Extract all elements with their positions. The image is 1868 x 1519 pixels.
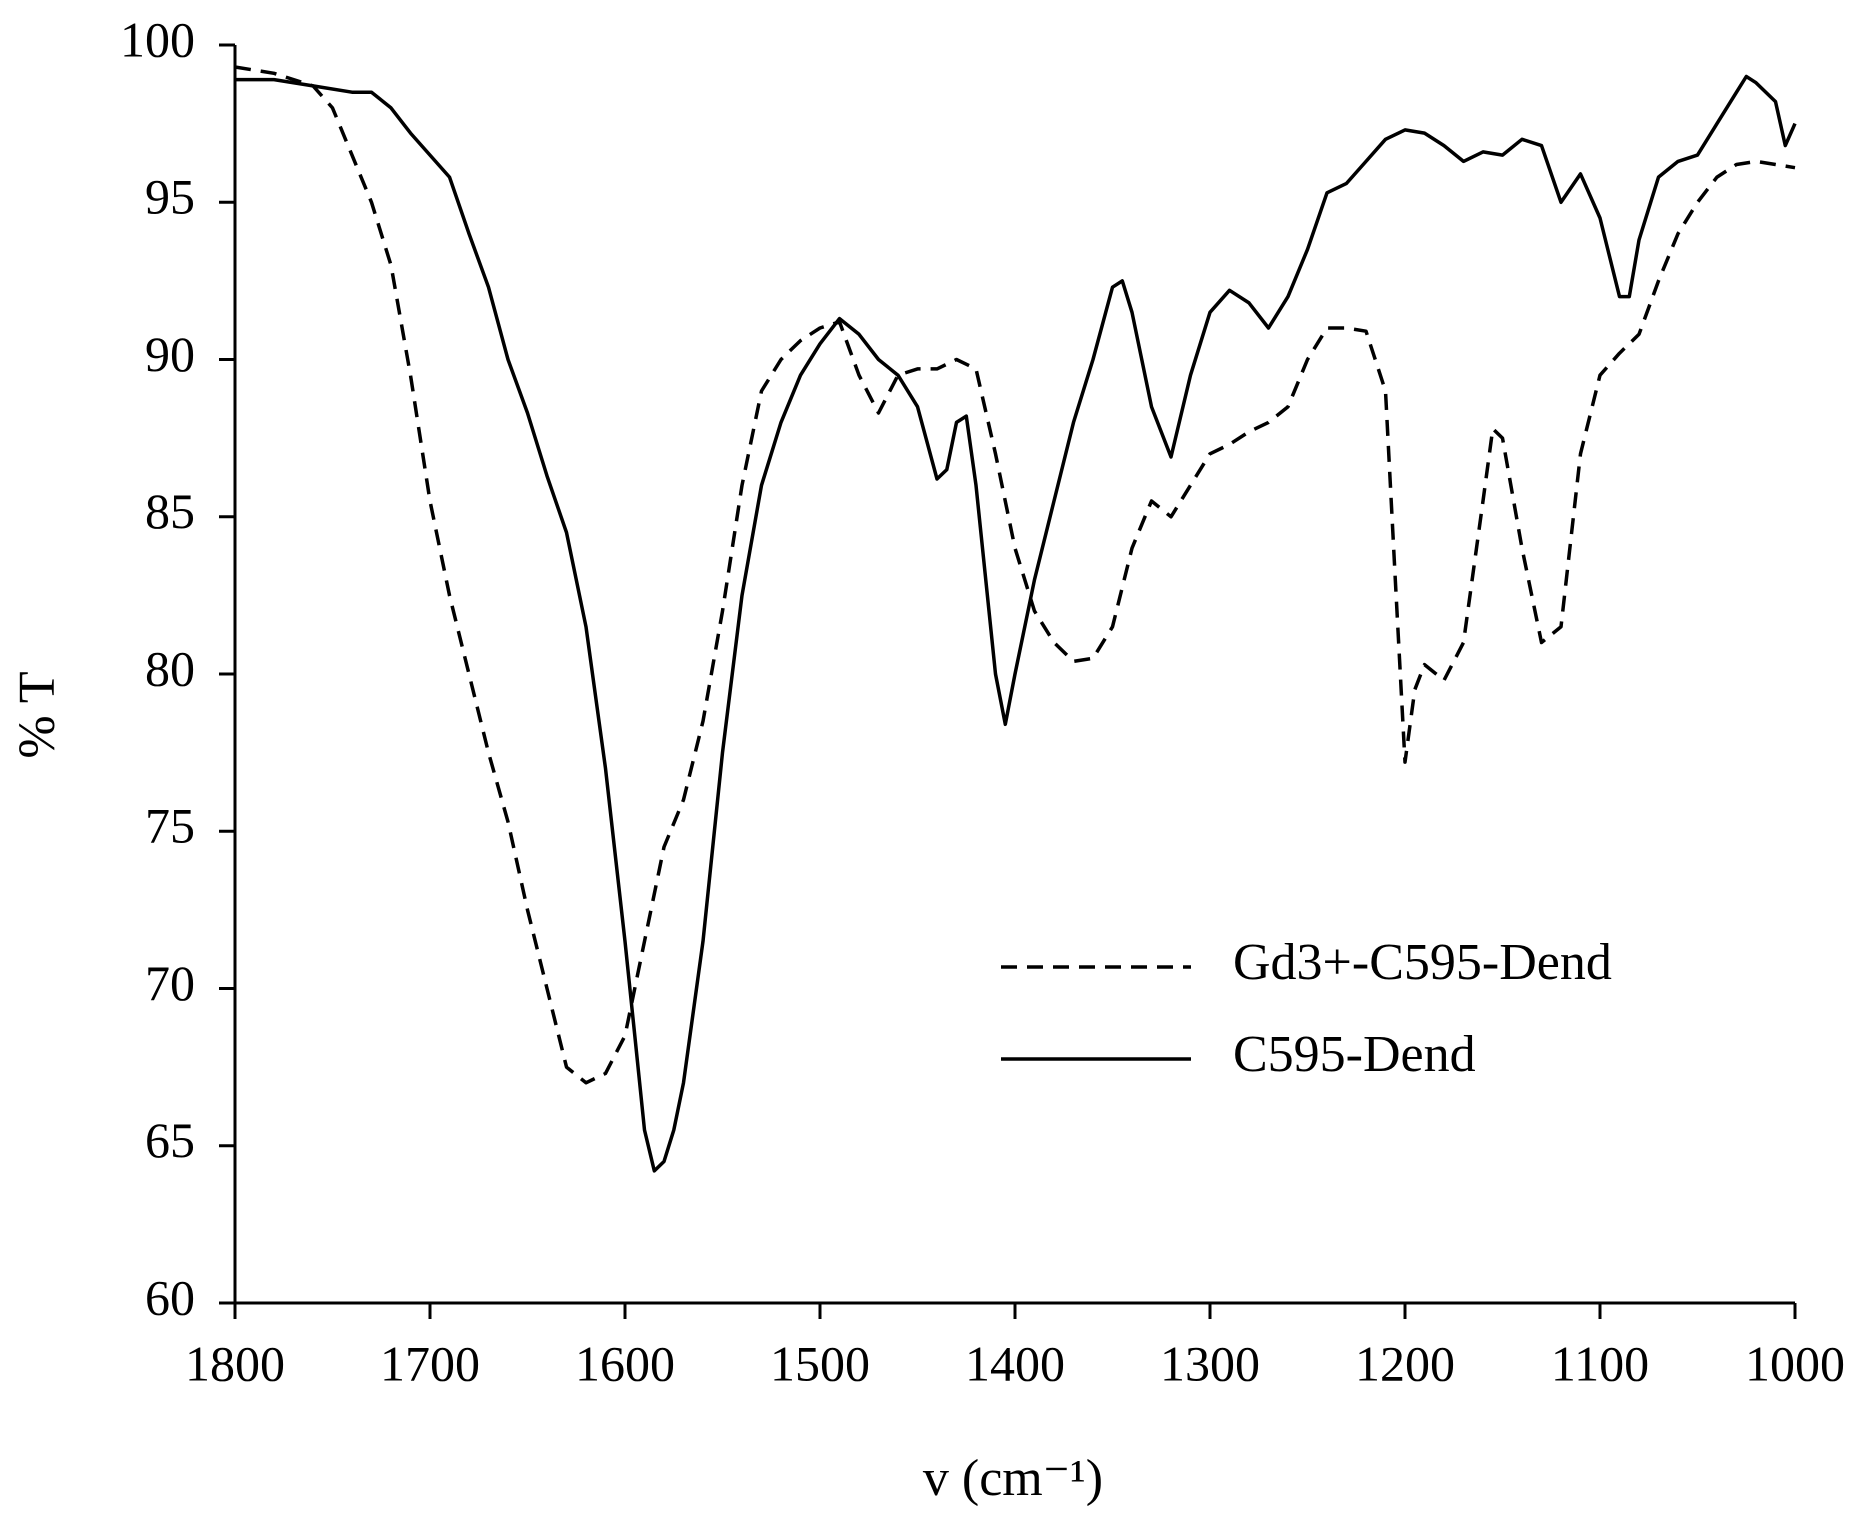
y-tick-label: 85 bbox=[145, 483, 195, 539]
x-tick-label: 1700 bbox=[380, 1335, 480, 1391]
y-tick-label: 95 bbox=[145, 169, 195, 225]
x-tick-label: 1300 bbox=[1160, 1335, 1260, 1391]
x-tick-label: 1500 bbox=[770, 1335, 870, 1391]
x-axis-label: v (cm⁻¹) bbox=[923, 1450, 1103, 1507]
series-line bbox=[235, 74, 1797, 1173]
y-tick-label: 60 bbox=[145, 1269, 195, 1325]
y-tick-label: 90 bbox=[145, 326, 195, 382]
x-tick-label: 1600 bbox=[575, 1335, 675, 1391]
x-tick-label: 1100 bbox=[1551, 1335, 1649, 1391]
y-tick-label: 100 bbox=[120, 11, 195, 67]
y-tick-label: 65 bbox=[145, 1112, 195, 1168]
legend-label: C595-Dend bbox=[1233, 1026, 1476, 1083]
x-tick-label: 1200 bbox=[1355, 1335, 1455, 1391]
series-line bbox=[234, 65, 1796, 1085]
y-axis-label: % T bbox=[9, 671, 66, 758]
y-tick-label: 80 bbox=[145, 640, 195, 696]
x-tick-label: 1000 bbox=[1745, 1335, 1845, 1391]
y-tick-label: 75 bbox=[145, 798, 195, 854]
y-tick-label: 70 bbox=[145, 955, 195, 1011]
x-tick-label: 1400 bbox=[965, 1335, 1065, 1391]
x-tick-label: 1800 bbox=[185, 1335, 285, 1391]
legend-label: Gd3+-C595-Dend bbox=[1233, 934, 1612, 991]
